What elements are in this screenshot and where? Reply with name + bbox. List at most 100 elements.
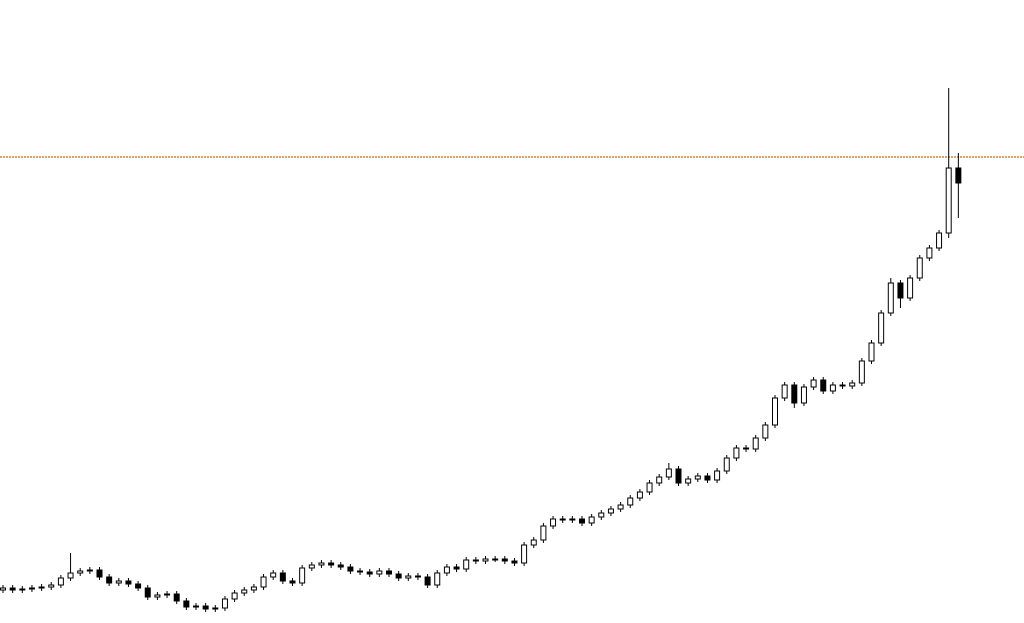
- candle-body: [926, 247, 933, 259]
- candle-body: [501, 558, 508, 562]
- candle-body: [405, 575, 412, 579]
- candle-body: [511, 560, 518, 564]
- candle-body: [598, 512, 605, 518]
- candle-body: [183, 600, 190, 608]
- candle-body: [57, 577, 64, 586]
- candle-body: [820, 379, 827, 392]
- candle-body: [733, 447, 740, 459]
- candle-body: [646, 482, 653, 493]
- candle-body: [810, 379, 817, 388]
- candle-body: [0, 587, 6, 591]
- candle-body: [231, 592, 238, 600]
- candle-body: [714, 470, 721, 481]
- candle-body: [492, 558, 499, 561]
- candle-body: [550, 518, 557, 527]
- candle-body: [424, 576, 431, 586]
- candle-body: [48, 584, 55, 588]
- candle-body: [453, 566, 460, 570]
- candle-body: [115, 580, 122, 584]
- candle-body: [916, 257, 923, 279]
- candle-body: [328, 562, 335, 566]
- candle-body: [135, 583, 142, 589]
- candle-body: [907, 277, 914, 299]
- candle-body: [19, 588, 26, 591]
- candle-body: [723, 457, 730, 472]
- candle-body: [221, 598, 228, 609]
- candle-body: [357, 570, 364, 573]
- candle-body: [530, 539, 537, 546]
- candle-body: [694, 475, 701, 480]
- candle-body: [607, 508, 614, 514]
- candle-body: [202, 605, 209, 610]
- candle-body: [337, 564, 344, 568]
- candle-body: [212, 607, 219, 610]
- candle-body: [106, 576, 113, 584]
- candle-body: [878, 312, 885, 344]
- candle-body: [260, 576, 267, 588]
- candle-body: [482, 558, 489, 562]
- candle-body: [897, 282, 904, 299]
- candle-body: [67, 572, 74, 579]
- candle-body: [376, 570, 383, 575]
- candle-body: [762, 424, 769, 439]
- candle-body: [665, 468, 672, 478]
- candle-body: [173, 593, 180, 602]
- candle-body: [463, 559, 470, 570]
- candle-body: [521, 544, 528, 564]
- candle-body: [154, 594, 161, 598]
- candle-body: [299, 567, 306, 584]
- candle-body: [144, 587, 151, 598]
- candle-body: [936, 232, 943, 249]
- candle-body: [125, 580, 132, 585]
- candle-body: [617, 504, 624, 510]
- candle-body: [627, 497, 634, 506]
- candle-body: [656, 476, 663, 484]
- candle-body: [868, 342, 875, 362]
- candle-body: [96, 569, 103, 578]
- candle-body: [559, 518, 566, 521]
- candle-body: [77, 570, 84, 574]
- candle-body: [279, 572, 286, 582]
- candle-body: [38, 586, 45, 589]
- candle-body: [945, 167, 952, 234]
- candle-body: [193, 605, 199, 608]
- candle-body: [386, 570, 392, 575]
- candle-body: [86, 569, 93, 572]
- candle-body: [250, 586, 257, 591]
- candle-body: [28, 587, 35, 590]
- candle-body: [347, 566, 354, 572]
- candle-body: [887, 282, 894, 314]
- candle-body: [270, 572, 277, 578]
- candle-body: [318, 562, 325, 566]
- candle-body: [849, 382, 856, 387]
- candle-body: [781, 384, 788, 399]
- candle-body: [472, 559, 479, 562]
- candle-body: [800, 386, 807, 404]
- candle-body: [858, 360, 865, 384]
- candle-body: [772, 397, 778, 426]
- candle-body: [685, 478, 692, 484]
- candle-body: [443, 566, 450, 574]
- candle-body: [289, 580, 296, 584]
- candle-body: [579, 518, 585, 524]
- candle-body: [395, 573, 402, 579]
- candle-body: [164, 593, 171, 596]
- candle-body: [434, 572, 441, 586]
- candle-body: [839, 384, 846, 387]
- candle-body: [569, 518, 576, 521]
- candle-body: [636, 491, 643, 499]
- candle-body: [308, 564, 315, 569]
- candle-body: [791, 384, 798, 404]
- candle-body: [743, 447, 750, 450]
- candle-body: [588, 516, 595, 524]
- candle-body: [675, 468, 682, 484]
- candle-body: [366, 571, 373, 575]
- candle-body: [540, 525, 547, 541]
- candle-body: [241, 589, 248, 594]
- candle-body: [829, 384, 836, 392]
- candle-body: [752, 437, 759, 450]
- candle-body: [955, 167, 962, 184]
- candle-body: [414, 575, 421, 578]
